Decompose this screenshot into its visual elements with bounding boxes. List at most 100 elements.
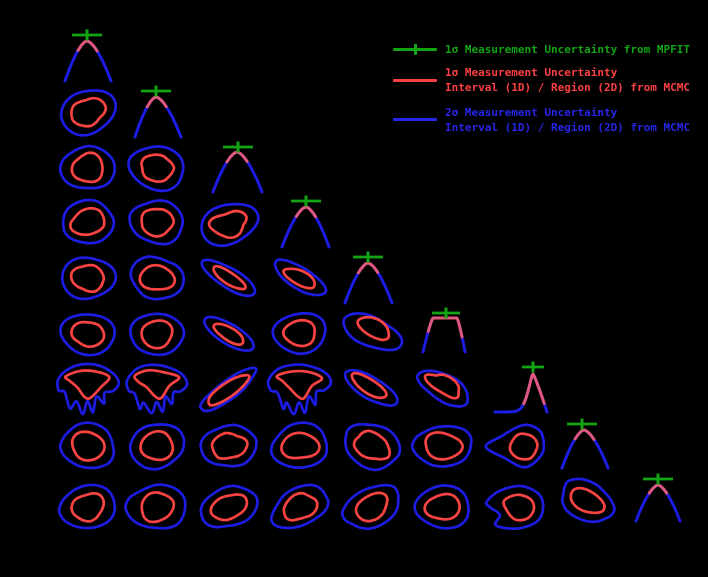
contour-panel-r7c5 (410, 424, 473, 468)
contour-panel-r4c1 (129, 255, 186, 301)
contour-panel-r7c1 (128, 423, 186, 471)
contour-1sigma-outline (70, 151, 104, 184)
contour-panel-r7c6 (484, 423, 546, 469)
contour-panel-r7c0 (58, 421, 116, 470)
contour-panel-r8c3 (269, 483, 330, 530)
contour-panel-r8c7 (560, 477, 616, 524)
contour-2sigma-outline (269, 483, 330, 530)
posterior-curve-1sigma (76, 39, 99, 53)
contour-2sigma-outline (59, 313, 117, 357)
contour-1sigma-outline (424, 431, 464, 461)
contour-2sigma-outline (266, 363, 333, 416)
posterior-curve-1sigma (647, 483, 669, 495)
contour-panel-r8c0 (57, 483, 117, 530)
diagonal-panel-2 (211, 141, 264, 194)
diagonal-panel-6 (493, 361, 549, 414)
contour-2sigma-outline (344, 422, 402, 472)
contour-2sigma-outline (340, 483, 400, 531)
contour-1sigma-outline (352, 429, 391, 461)
legend-item-mpfit-1sigma: 1σ Measurement Uncertainty from MPFIT (445, 42, 690, 57)
contour-1sigma-outline (140, 319, 174, 350)
contour-1sigma-outline (354, 491, 389, 523)
contour-1sigma-outline (502, 493, 536, 522)
posterior-curve-1sigma (522, 372, 546, 406)
contour-panel-r6c1 (125, 363, 189, 415)
posterior-curve-1sigma (225, 150, 249, 164)
contour-panel-r7c3 (269, 421, 329, 469)
contour-1sigma-outline (70, 320, 106, 349)
contour-panel-r6c0 (56, 362, 121, 416)
contour-2sigma-outline (410, 424, 473, 468)
contour-2sigma-outline (199, 484, 259, 529)
contour-panel-r5c4 (342, 312, 404, 352)
contour-panel-r6c4 (343, 368, 399, 407)
legend-label: 1σ Measurement Uncertainty (445, 66, 618, 79)
posterior-curve-2sigma (211, 150, 264, 194)
diagonal-panel-8 (634, 473, 682, 523)
contour-panel-r4c2 (200, 258, 257, 298)
contour-2sigma-outline (484, 423, 546, 469)
contour-2sigma-outline (127, 145, 185, 193)
contour-2sigma-outline (59, 89, 118, 137)
contour-panel-r3c0 (61, 198, 116, 245)
contour-1sigma-outline (207, 373, 251, 407)
posterior-curve-2sigma (560, 428, 610, 470)
contour-1sigma-outline (133, 368, 181, 401)
contour-panel-r5c2 (202, 315, 255, 352)
contour-1sigma-outline (350, 371, 388, 400)
contour-2sigma-outline (128, 423, 186, 471)
contour-panel-r8c2 (199, 484, 259, 529)
contour-1sigma-outline (140, 491, 176, 524)
contour-panel-r7c2 (199, 423, 258, 468)
contour-panel-r6c3 (266, 363, 333, 416)
diagonal-panel-3 (280, 195, 331, 249)
contour-2sigma-outline (57, 483, 117, 530)
contour-2sigma-outline (343, 368, 399, 407)
contour-1sigma-outline (139, 429, 175, 462)
contour-panel-r8c6 (484, 484, 545, 531)
legend-label: Interval (1D) / Region (2D) from MCMC (445, 121, 691, 134)
legend-item-mcmc-2sigma: 2σ Measurement Uncertainty Interval (1D)… (445, 105, 690, 135)
posterior-curve-1sigma (356, 261, 380, 275)
legend-label: Interval (1D) / Region (2D) from MCMC (445, 81, 691, 94)
legend-label: 2σ Measurement Uncertainty (445, 106, 618, 119)
contour-panel-r5c0 (59, 313, 117, 357)
contour-1sigma-outline (207, 209, 248, 240)
contour-2sigma-outline (60, 256, 118, 301)
contour-1sigma-outline (423, 373, 461, 400)
contour-panel-r4c0 (60, 256, 118, 301)
contour-2sigma-outline (269, 421, 329, 469)
contour-2sigma-outline (202, 315, 255, 352)
contour-1sigma-outline (282, 491, 319, 522)
legend-label: 1σ Measurement Uncertainty from MPFIT (445, 42, 691, 56)
contour-2sigma-outline (342, 312, 404, 352)
contour-2sigma-outline (200, 202, 260, 248)
contour-panel-r8c1 (124, 483, 187, 530)
contour-1sigma-outline (356, 315, 391, 342)
contour-2sigma-outline (413, 484, 470, 530)
contour-1sigma-outline (138, 263, 177, 291)
contour-1sigma-outline (69, 263, 106, 294)
contour-1sigma-outline (212, 322, 245, 346)
contour-panel-r3c2 (200, 202, 260, 248)
contour-panel-r4c3 (273, 258, 328, 297)
contour-2sigma-outline (129, 255, 186, 301)
contour-1sigma-outline (281, 318, 317, 348)
contour-1sigma-outline (275, 369, 324, 401)
contour-2sigma-outline (128, 199, 185, 246)
contour-2sigma-outline (273, 258, 328, 297)
diagonal-panel-4 (343, 251, 394, 305)
mcmc-1sigma-line-swatch-icon (393, 78, 437, 82)
contour-2sigma-outline (198, 366, 258, 413)
diagonal-panel-5 (421, 307, 467, 354)
mpfit-errorbar-tick-icon (414, 43, 417, 55)
contour-2sigma-outline (56, 362, 121, 416)
contour-panel-r3c1 (128, 199, 185, 246)
contour-2sigma-outline (58, 421, 116, 470)
contour-panel-r8c4 (340, 483, 400, 531)
contour-1sigma-outline (209, 493, 249, 522)
contour-2sigma-outline (560, 477, 616, 524)
posterior-curve-1sigma (294, 205, 318, 219)
